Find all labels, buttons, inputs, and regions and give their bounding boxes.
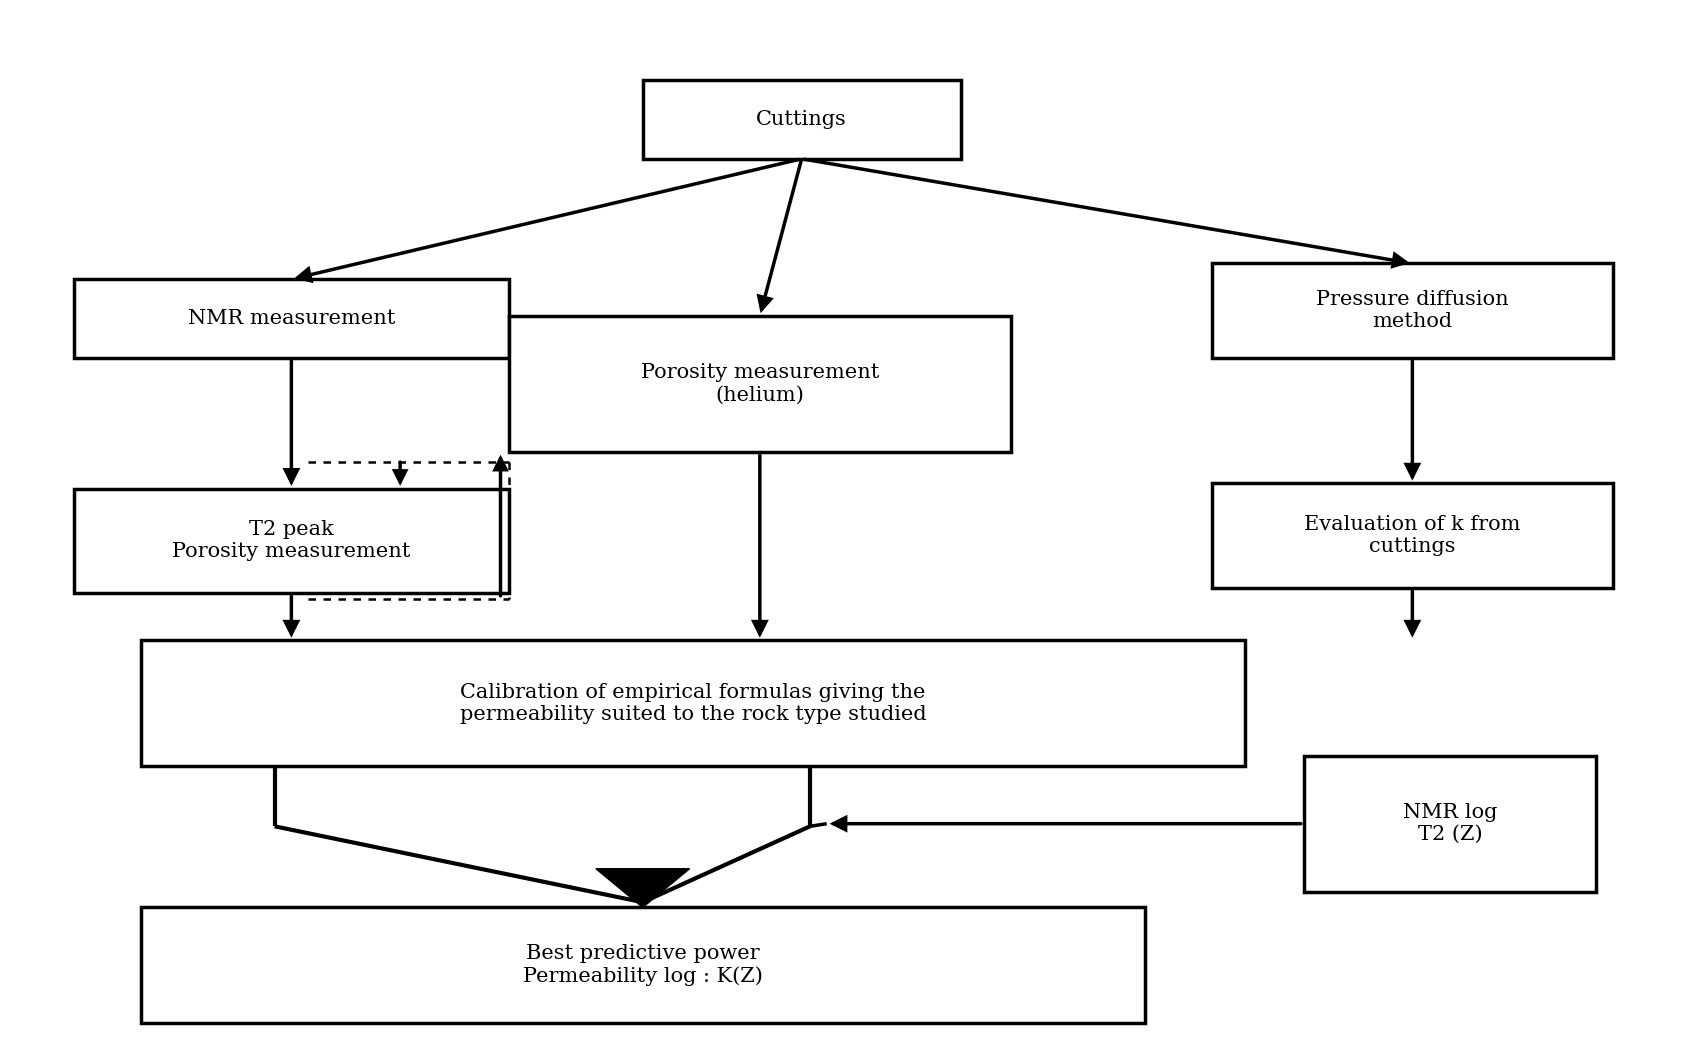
Text: Porosity measurement
(helium): Porosity measurement (helium) [641,364,879,404]
Text: T2 peak
Porosity measurement: T2 peak Porosity measurement [172,521,410,561]
Polygon shape [596,869,690,907]
FancyBboxPatch shape [74,279,509,358]
FancyBboxPatch shape [140,641,1245,766]
FancyBboxPatch shape [74,489,509,593]
Text: NMR measurement: NMR measurement [187,309,395,328]
Text: Calibration of empirical formulas giving the
permeability suited to the rock typ: Calibration of empirical formulas giving… [459,683,926,724]
Text: Pressure diffusion
method: Pressure diffusion method [1316,290,1508,331]
FancyBboxPatch shape [1211,263,1613,358]
FancyBboxPatch shape [1211,484,1613,588]
FancyBboxPatch shape [140,907,1145,1023]
Text: Cuttings: Cuttings [756,110,847,129]
FancyBboxPatch shape [643,81,960,159]
Text: Best predictive power
Permeability log : K(Z): Best predictive power Permeability log :… [523,944,763,986]
FancyBboxPatch shape [1304,755,1596,891]
FancyBboxPatch shape [509,316,1011,452]
Text: NMR log
T2 (Z): NMR log T2 (Z) [1404,803,1496,845]
Text: Evaluation of k from
cuttings: Evaluation of k from cuttings [1304,516,1520,556]
